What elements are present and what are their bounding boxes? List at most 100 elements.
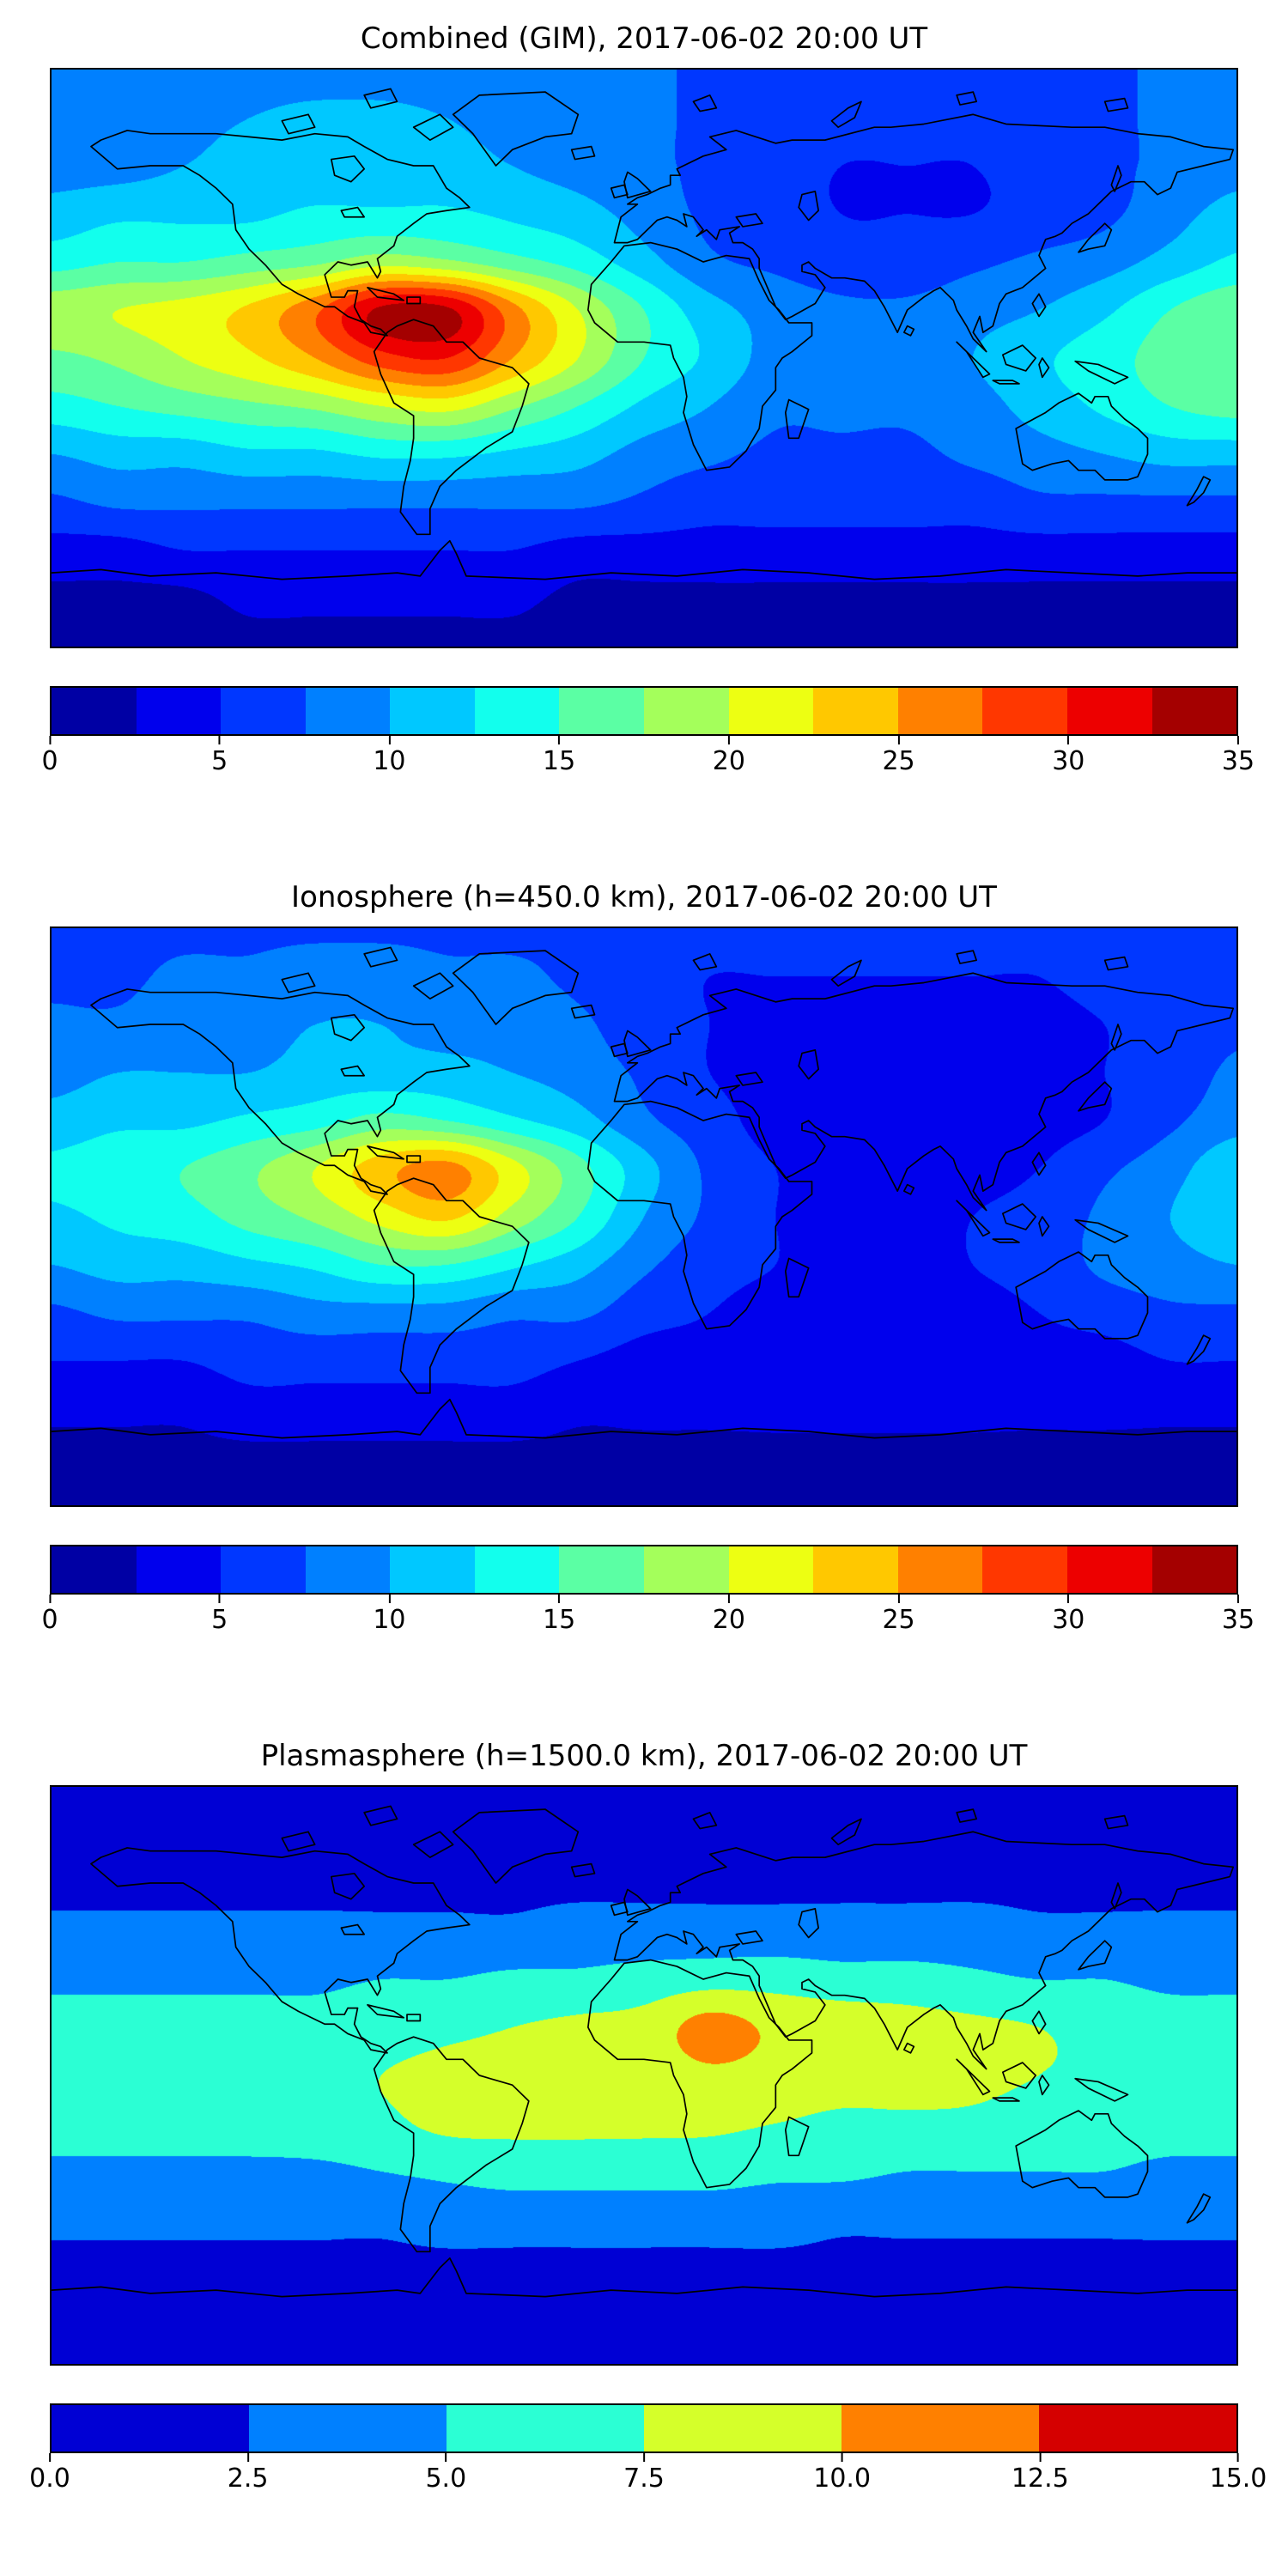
colorbar-tick: 10 [373,736,406,777]
colorbar-segment [813,1546,898,1594]
colorbar-segment [474,688,560,735]
colorbar-tick: 0 [41,736,58,776]
tick-mark [1067,736,1070,745]
world-map [50,68,1238,649]
colorbar-segment [1151,1546,1237,1594]
colorbar-tick: 15 [543,1595,575,1635]
colorbar-segment [897,688,983,735]
colorbar-segment [559,688,645,735]
colorbar-segment [305,1546,391,1594]
colorbar-tick: 20 [713,1595,745,1635]
colorbar-tick: 30 [1052,1595,1084,1635]
tick-label: 25 [882,746,915,777]
colorbar [50,1545,1238,1595]
tick-label: 35 [1221,746,1255,777]
colorbar-tick-labels: 0.0 2.5 5.0 7.5 10.0 12.5 15.0 [29,2453,1267,2498]
colorbar-tick: 35 [1222,1595,1255,1635]
tick-label: 35 [1221,1605,1255,1636]
colorbar-segment [1066,1546,1152,1594]
colorbar-tick: 7.5 [623,2453,665,2494]
tick-mark [49,2453,51,2463]
tick-mark [841,2453,843,2463]
colorbar-tick: 10.0 [813,2453,871,2494]
tick-label: 30 [1052,1605,1085,1636]
tick-mark [1236,2453,1239,2463]
colorbar-segment [897,1546,983,1594]
tick-mark [558,736,561,745]
world-map [50,927,1238,1508]
tick-label: 30 [1052,746,1085,777]
tick-mark [388,736,391,745]
tick-label: 10.0 [813,2464,872,2494]
tec-heatmap-canvas [52,70,1236,647]
tick-mark [218,736,221,745]
colorbar-segment [982,1546,1067,1594]
colorbar-segment [136,688,222,735]
colorbar [50,2403,1238,2454]
colorbar-segment [474,1546,560,1594]
colorbar-segment [644,1546,729,1594]
coastlines-overlay [52,70,1236,647]
coastlines-overlay [52,928,1236,1505]
tick-label: 7.5 [623,2464,665,2494]
colorbar-segment [52,2405,249,2452]
colorbar-tick: 0.0 [29,2453,70,2494]
tick-label: 5.0 [425,2464,467,2494]
tick-label: 20 [712,746,745,777]
colorbar-segment [559,1546,645,1594]
colorbar-segment [52,688,137,735]
colorbar-tick: 30 [1052,736,1084,776]
tec-heatmap-canvas [52,928,1236,1506]
tick-label: 5 [211,1605,228,1636]
tick-label: 10 [373,1605,406,1636]
colorbar-segment [1066,688,1152,735]
tick-label: 10 [373,746,406,777]
colorbar-segment [728,688,814,735]
colorbar-segment [221,688,306,735]
panel-plasmasphere: Plasmasphere (h=1500.0 km), 2017-06-02 2… [0,1717,1288,2576]
tick-label: 5 [211,746,228,777]
colorbar-segment [305,688,391,735]
tick-label: 15 [543,1605,576,1636]
colorbar-segment [1039,2405,1236,2452]
tick-mark [49,1595,51,1604]
tick-mark [1039,2453,1042,2463]
colorbar-segment [982,688,1067,735]
tick-mark [897,736,900,745]
tick-label: 0 [41,746,58,777]
tick-mark [1237,736,1239,745]
colorbar-tick-labels: 0 5 10 15 20 25 30 35 [41,1595,1255,1639]
tick-mark [727,736,730,745]
colorbar-tick: 5 [211,736,228,776]
colorbar-tick: 12.5 [1012,2453,1069,2494]
coastlines-overlay [52,1787,1236,2364]
tick-mark [246,2453,249,2463]
colorbar-segment [447,2405,644,2452]
colorbar-segment [52,1546,137,1594]
tick-label: 2.5 [227,2464,269,2494]
tick-mark [727,1595,730,1604]
colorbar-tick: 25 [882,1595,915,1635]
panel-combined-gim: Combined (GIM), 2017-06-02 20:00 UT 0 5 10… [0,0,1288,859]
colorbar-segment [221,1546,306,1594]
tick-mark [218,1595,221,1604]
world-map [50,1785,1238,2366]
colorbar-segment [390,1546,475,1594]
tick-mark [1237,1595,1239,1604]
panel-title: Plasmasphere (h=1500.0 km), 2017-06-02 2… [260,1739,1028,1773]
tick-label: 20 [712,1605,745,1636]
colorbar-segment [1151,688,1237,735]
tick-mark [388,1595,391,1604]
tick-mark [1067,1595,1070,1604]
tec-heatmap-canvas [52,1787,1236,2365]
tick-mark [558,1595,561,1604]
colorbar-tick: 0 [41,1595,58,1635]
colorbar [50,686,1238,737]
colorbar-tick: 10 [373,1595,406,1636]
colorbar-tick: 2.5 [228,2453,269,2494]
colorbar-segment [249,2405,447,2452]
colorbar-tick: 15 [543,736,575,776]
tick-mark [445,2453,447,2463]
colorbar-segment [644,2405,841,2452]
